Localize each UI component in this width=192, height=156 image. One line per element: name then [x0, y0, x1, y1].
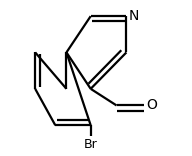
Text: Br: Br	[84, 138, 98, 151]
Text: O: O	[146, 98, 157, 112]
Text: N: N	[129, 9, 139, 23]
